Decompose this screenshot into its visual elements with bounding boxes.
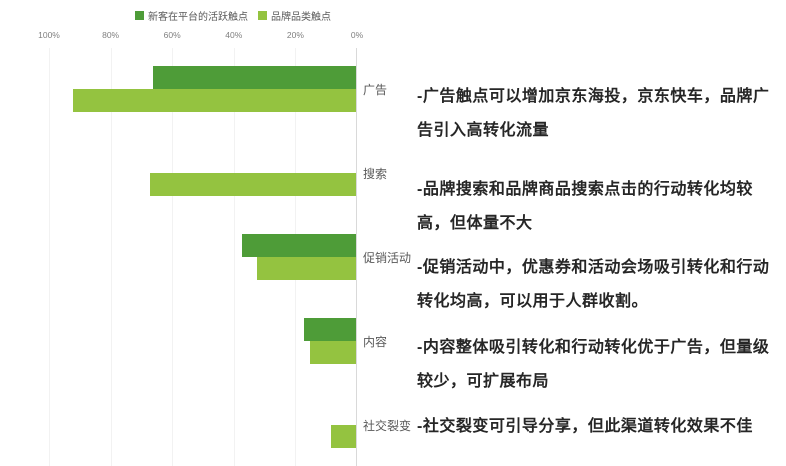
legend-swatch-dark-green xyxy=(135,11,144,20)
category-label-社交裂变: 社交裂变 xyxy=(363,419,412,433)
annotation-content: -内容整体吸引转化和行动转化优于广告，但量级较少，可扩展布局 xyxy=(417,339,770,390)
bar-广告-新客在平台的活跃触点 xyxy=(152,66,356,89)
bar-内容-品牌品类触点 xyxy=(309,341,356,364)
x-axis-tick: 80% xyxy=(102,30,120,40)
annotation-social: -社交裂变可引导分享，但此渠道转化效果不佳 xyxy=(417,418,753,435)
gridline xyxy=(233,48,235,466)
annotation-ads: -广告触点可以增加京东海投，京东快车，品牌广告引入高转化流量 xyxy=(417,88,770,139)
bar-搜索-品牌品类触点 xyxy=(149,173,356,196)
bar-内容-新客在平台的活跃触点 xyxy=(303,318,356,341)
legend-label: 品牌品类触点 xyxy=(271,12,331,23)
x-axis-tick: 40% xyxy=(225,30,243,40)
legend-item-active-touchpoints: 新客在平台的活跃触点 xyxy=(135,8,248,23)
category-label-内容: 内容 xyxy=(363,335,388,349)
x-axis-tick: 60% xyxy=(163,30,181,40)
bar-促销活动-新客在平台的活跃触点 xyxy=(242,234,356,257)
annotation-promo: -促销活动中，优惠券和活动会场吸引转化和行动转化均高，可以用于人群收割。 xyxy=(417,259,770,310)
gridline xyxy=(172,48,174,466)
category-label-搜索: 搜索 xyxy=(363,167,388,181)
x-axis-tick: 0% xyxy=(350,30,364,40)
legend-label: 新客在平台的活跃触点 xyxy=(148,12,248,23)
gridline xyxy=(110,48,112,466)
x-axis-tick: 100% xyxy=(38,30,60,40)
legend-swatch-light-green xyxy=(258,11,267,20)
bar-广告-品牌品类触点 xyxy=(72,89,356,112)
plot-area xyxy=(49,48,357,466)
gridline xyxy=(49,48,50,466)
legend-item-brand-category-touchpoints: 品牌品类触点 xyxy=(258,8,331,23)
legend: 新客在平台的活跃触点 品牌品类触点 xyxy=(135,8,331,23)
bar-社交裂变-品牌品类触点 xyxy=(331,425,356,448)
zero-axis-line xyxy=(356,48,357,466)
bar-促销活动-品牌品类触点 xyxy=(257,257,356,280)
category-label-广告: 广告 xyxy=(363,83,388,97)
category-label-促销活动: 促销活动 xyxy=(363,251,412,265)
x-axis-tick: 20% xyxy=(286,30,304,40)
annotation-search: -品牌搜索和品牌商品搜索点击的行动转化均较高，但体量不大 xyxy=(417,181,753,232)
